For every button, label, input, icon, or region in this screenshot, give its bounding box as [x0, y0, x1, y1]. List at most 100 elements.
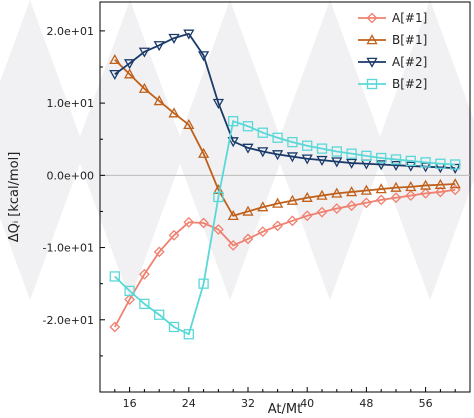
- data-point: [345, 186, 358, 197]
- data-point: [271, 197, 284, 208]
- y-tick-label: 2.0e+01: [47, 25, 94, 38]
- data-point: [138, 268, 150, 280]
- data-point: [257, 147, 269, 158]
- data-point: [316, 143, 328, 154]
- data-point: [168, 33, 180, 44]
- data-point: [242, 233, 254, 245]
- legend-entry: B[#1]: [358, 33, 427, 47]
- data-point: [242, 121, 254, 132]
- background-shape: [375, 0, 474, 300]
- y-tick-label: 0.0e+00: [47, 169, 94, 182]
- data-point: [168, 229, 180, 241]
- data-point: [109, 321, 121, 333]
- data-point: [228, 116, 239, 127]
- data-point: [183, 216, 195, 228]
- data-point: [153, 41, 165, 52]
- data-point: [301, 210, 313, 222]
- data-point: [450, 159, 461, 170]
- data-point: [376, 152, 387, 164]
- data-point: [301, 191, 313, 202]
- data-point: [183, 329, 194, 340]
- data-point: [272, 220, 284, 232]
- data-point: [227, 209, 239, 221]
- data-point: [434, 186, 446, 198]
- data-point: [405, 155, 416, 167]
- data-point: [272, 132, 283, 143]
- y-tick-label: -1.0e+01: [43, 242, 94, 255]
- data-point: [375, 160, 387, 171]
- data-point: [168, 107, 180, 118]
- data-point: [109, 53, 121, 65]
- data-point: [331, 203, 343, 214]
- data-point: [449, 184, 461, 196]
- data-point: [405, 190, 417, 201]
- data-point: [434, 178, 447, 189]
- legend-marker: [366, 78, 378, 90]
- data-point: [124, 294, 136, 305]
- data-point: [123, 68, 136, 79]
- data-point: [316, 155, 328, 167]
- x-tick-label: 24: [182, 397, 196, 410]
- y-tick-label: -2.0e+01: [43, 314, 94, 327]
- background-shape: [75, 0, 185, 300]
- data-point: [153, 95, 165, 106]
- data-point: [331, 146, 342, 157]
- data-point: [213, 191, 224, 203]
- series-group: [109, 29, 461, 340]
- legend-marker: [366, 34, 378, 45]
- data-point: [271, 150, 284, 161]
- data-point: [124, 285, 135, 297]
- data-point: [109, 69, 121, 81]
- data-point: [405, 161, 417, 172]
- legend-marker: [366, 12, 378, 24]
- data-point: [154, 309, 165, 320]
- data-point: [390, 154, 402, 165]
- x-tick-label: 32: [241, 397, 255, 410]
- data-point: [302, 140, 313, 151]
- data-point: [242, 205, 254, 216]
- legend-label: A[#2]: [392, 55, 427, 69]
- series-line: [114, 119, 456, 336]
- legend-label: A[#1]: [392, 11, 427, 25]
- x-tick-label: 40: [300, 397, 314, 410]
- data-point: [361, 150, 372, 161]
- data-point: [197, 147, 210, 158]
- data-point: [346, 148, 357, 159]
- data-point: [390, 181, 402, 192]
- data-point: [360, 184, 373, 195]
- data-point: [197, 51, 210, 62]
- legend: A[#1] B[#1] A[#2] B[#2]: [358, 11, 427, 91]
- data-point: [198, 217, 210, 229]
- data-point: [109, 271, 120, 282]
- data-point: [138, 82, 151, 93]
- legend-entry: A[#1]: [358, 11, 427, 25]
- data-point: [168, 321, 180, 333]
- x-tick-label: 16: [123, 397, 137, 410]
- data-point: [212, 224, 224, 235]
- data-point: [257, 226, 269, 238]
- legend-entry: B[#2]: [358, 77, 427, 91]
- data-point: [183, 118, 195, 130]
- data-point: [257, 201, 269, 212]
- data-point: [198, 278, 209, 289]
- x-axis-label: At/Mt: [268, 402, 302, 417]
- data-point: [316, 206, 328, 218]
- data-point: [420, 157, 431, 168]
- data-point: [435, 158, 446, 169]
- data-point: [227, 239, 239, 251]
- background-shape: [175, 0, 285, 300]
- data-point: [301, 154, 313, 165]
- data-point: [390, 192, 402, 204]
- data-point: [123, 59, 136, 70]
- series-b-2: [109, 116, 461, 340]
- legend-label: B[#1]: [392, 33, 427, 47]
- y-axis: -2.0e+01 -1.0e+01 0.0e+00 1.0e+01 2.0e+01: [43, 25, 105, 357]
- x-tick-label: 48: [359, 397, 373, 410]
- data-point: [286, 215, 298, 227]
- data-point: [139, 298, 150, 310]
- data-point: [227, 137, 239, 148]
- x-tick-label: 56: [419, 397, 433, 410]
- data-point: [375, 183, 387, 194]
- data-point: [331, 157, 343, 168]
